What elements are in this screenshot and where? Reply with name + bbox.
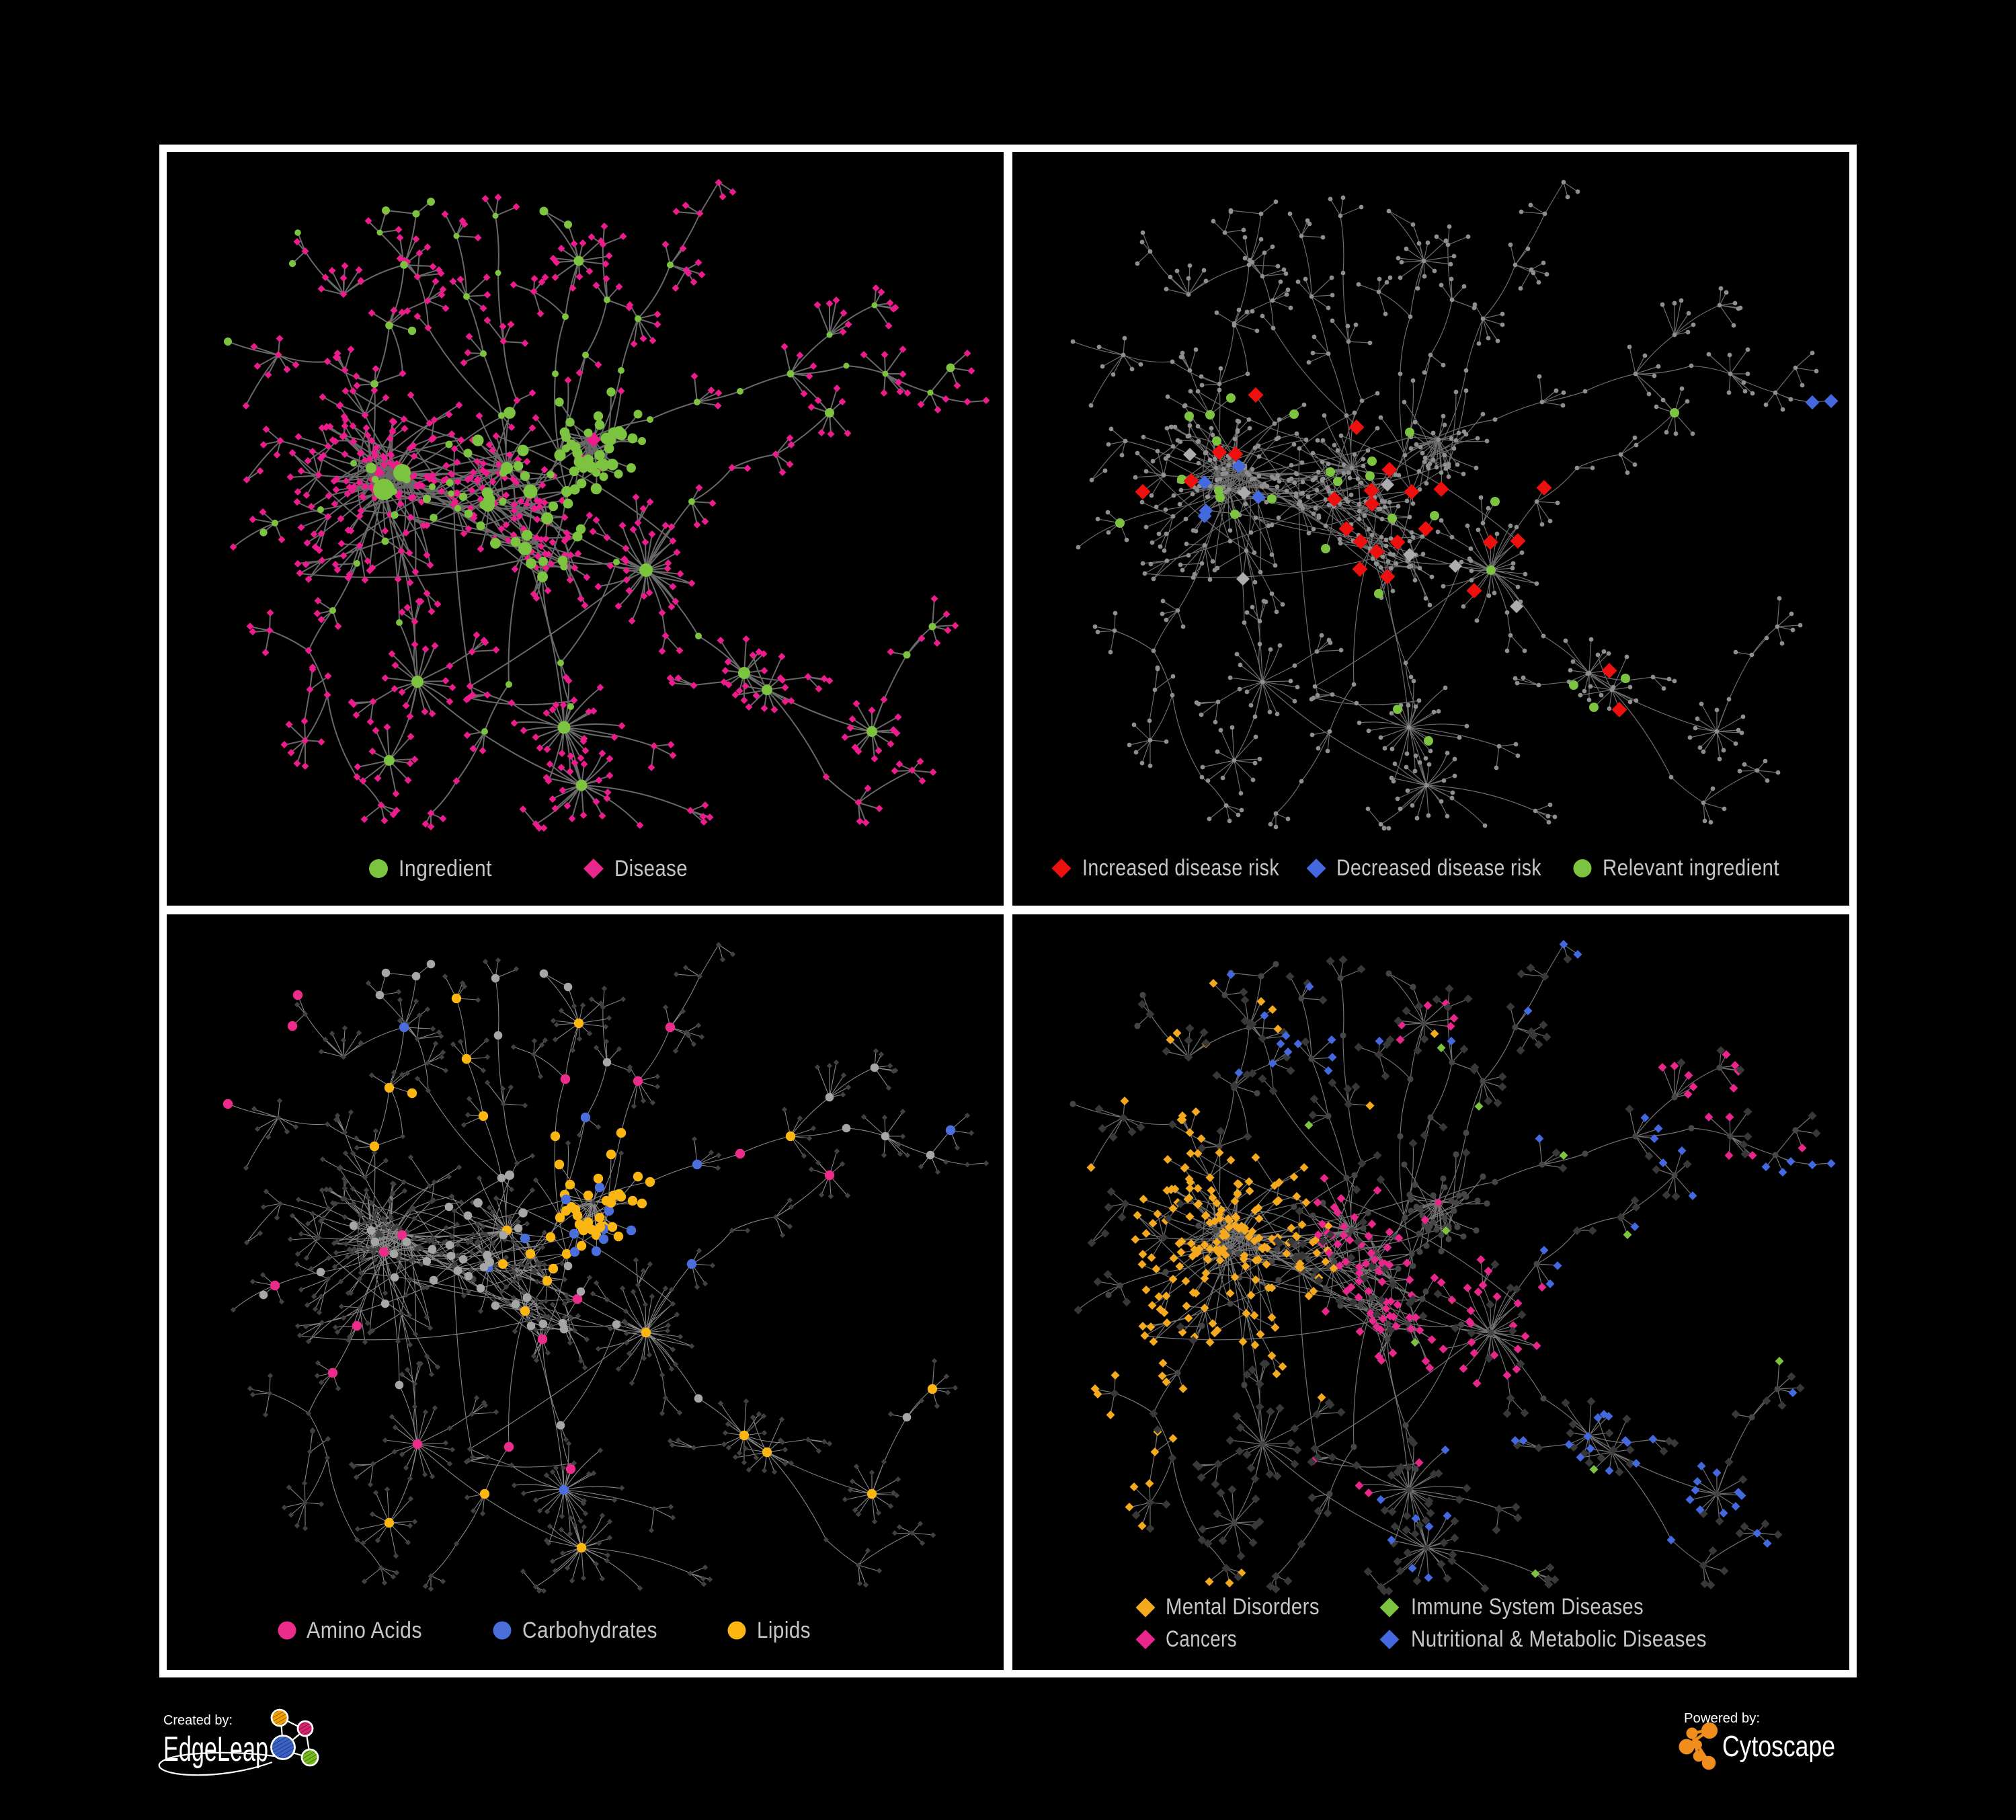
svg-text:Created by:: Created by: bbox=[163, 1713, 233, 1728]
svg-text:Cancers: Cancers bbox=[1166, 1626, 1237, 1652]
svg-text:EdgeLeap: EdgeLeap bbox=[163, 1730, 268, 1769]
svg-text:Cytoscape: Cytoscape bbox=[1722, 1730, 1835, 1763]
svg-text:Amino Acids: Amino Acids bbox=[307, 1618, 422, 1643]
svg-text:Mental Disorders: Mental Disorders bbox=[1166, 1594, 1320, 1620]
svg-text:Immune System Diseases: Immune System Diseases bbox=[1411, 1594, 1644, 1620]
svg-text:Increased disease risk: Increased disease risk bbox=[1082, 855, 1279, 881]
svg-text:Disease: Disease bbox=[614, 856, 688, 881]
svg-text:Ingredient: Ingredient bbox=[399, 856, 492, 881]
svg-text:Relevant ingredient: Relevant ingredient bbox=[1603, 855, 1779, 881]
svg-text:Powered by:: Powered by: bbox=[1684, 1711, 1760, 1726]
svg-text:Lipids: Lipids bbox=[757, 1618, 811, 1643]
svg-text:Nutritional & Metabolic Diseas: Nutritional & Metabolic Diseases bbox=[1411, 1626, 1707, 1652]
svg-text:Decreased disease risk: Decreased disease risk bbox=[1336, 855, 1541, 881]
svg-text:Carbohydrates: Carbohydrates bbox=[522, 1618, 657, 1643]
